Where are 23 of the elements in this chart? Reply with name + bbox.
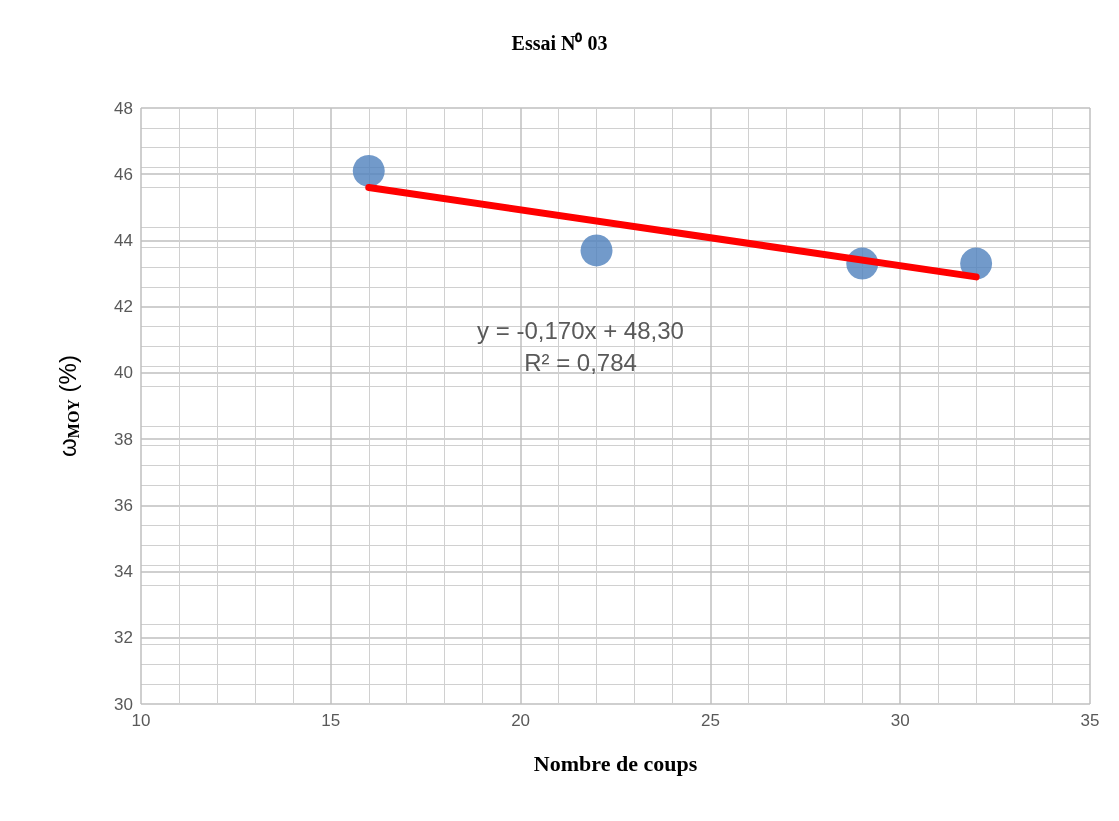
y-tick-label: 34 xyxy=(114,562,133,582)
x-tick-label: 15 xyxy=(321,711,341,730)
y-tick-label: 36 xyxy=(114,495,133,515)
x-tick-label: 35 xyxy=(1080,711,1100,730)
y-tick-label: 38 xyxy=(114,429,133,449)
y-tick-label: 30 xyxy=(114,694,133,714)
point xyxy=(580,234,613,267)
x-tick-label: 25 xyxy=(700,711,720,730)
y-tick-label: 46 xyxy=(114,164,133,184)
y-axis-title: ωMOY (%) xyxy=(53,355,82,457)
y-tick-label: 32 xyxy=(114,628,133,648)
y-tick-label: 40 xyxy=(114,363,133,383)
x-axis-title: Nombre de coups xyxy=(533,750,698,776)
y-tick-label: 44 xyxy=(114,230,133,250)
y-tick-label: 48 xyxy=(114,98,133,118)
point xyxy=(352,154,385,187)
x-tick-label: 10 xyxy=(131,711,151,730)
annotation: R² = 0,784 xyxy=(524,348,637,376)
annotation: y = -0,170x + 48,30 xyxy=(477,316,684,344)
x-tick-label: 20 xyxy=(511,711,531,730)
y-tick-label: 42 xyxy=(114,297,133,317)
x-tick-label: 30 xyxy=(890,711,910,730)
chart-title: Essai N⁰ 03 xyxy=(511,32,608,54)
